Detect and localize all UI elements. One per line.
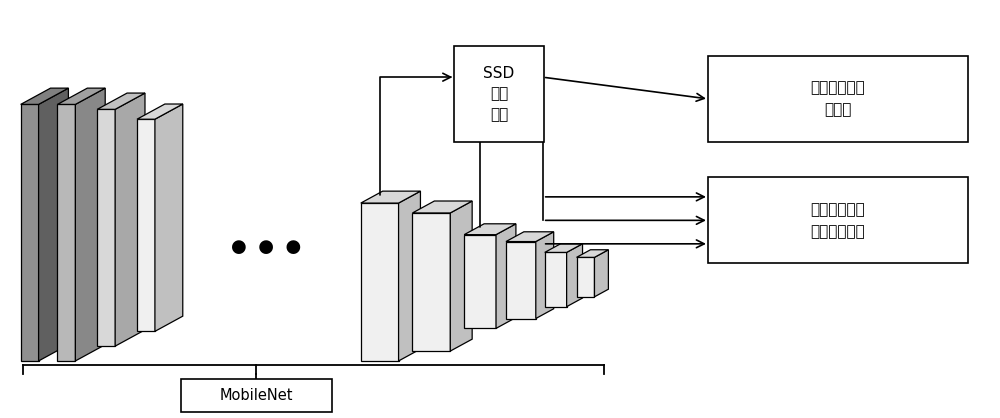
- Polygon shape: [97, 93, 145, 110]
- Polygon shape: [577, 250, 608, 257]
- Polygon shape: [39, 88, 68, 361]
- Polygon shape: [464, 224, 516, 234]
- FancyBboxPatch shape: [181, 379, 332, 412]
- Polygon shape: [155, 104, 183, 331]
- Polygon shape: [57, 88, 105, 104]
- FancyBboxPatch shape: [708, 56, 968, 142]
- Polygon shape: [75, 88, 105, 361]
- Text: MobileNet: MobileNet: [220, 388, 293, 403]
- Polygon shape: [545, 244, 583, 252]
- Polygon shape: [567, 244, 583, 307]
- Polygon shape: [21, 88, 68, 104]
- Text: ●  ●  ●: ● ● ●: [231, 239, 301, 257]
- Polygon shape: [506, 242, 536, 319]
- Polygon shape: [137, 104, 183, 119]
- Text: SSD
目标
检测: SSD 目标 检测: [483, 66, 515, 122]
- FancyBboxPatch shape: [708, 177, 968, 263]
- Text: 安全帽颜色分
类识别: 安全帽颜色分 类识别: [811, 80, 865, 117]
- FancyBboxPatch shape: [454, 46, 544, 142]
- Polygon shape: [536, 232, 554, 319]
- Polygon shape: [97, 110, 115, 346]
- Text: 工装袖长、裤
长等分类识别: 工装袖长、裤 长等分类识别: [811, 202, 865, 239]
- Polygon shape: [464, 234, 496, 329]
- Polygon shape: [115, 93, 145, 346]
- Polygon shape: [496, 224, 516, 329]
- Polygon shape: [57, 104, 75, 361]
- Polygon shape: [361, 203, 399, 361]
- Polygon shape: [399, 191, 420, 361]
- Polygon shape: [361, 191, 420, 203]
- Polygon shape: [577, 257, 594, 297]
- Polygon shape: [594, 250, 608, 297]
- Polygon shape: [545, 252, 567, 307]
- Polygon shape: [506, 232, 554, 242]
- Polygon shape: [21, 104, 39, 361]
- Polygon shape: [450, 201, 472, 351]
- Polygon shape: [412, 213, 450, 351]
- Polygon shape: [137, 119, 155, 331]
- Polygon shape: [412, 201, 472, 213]
